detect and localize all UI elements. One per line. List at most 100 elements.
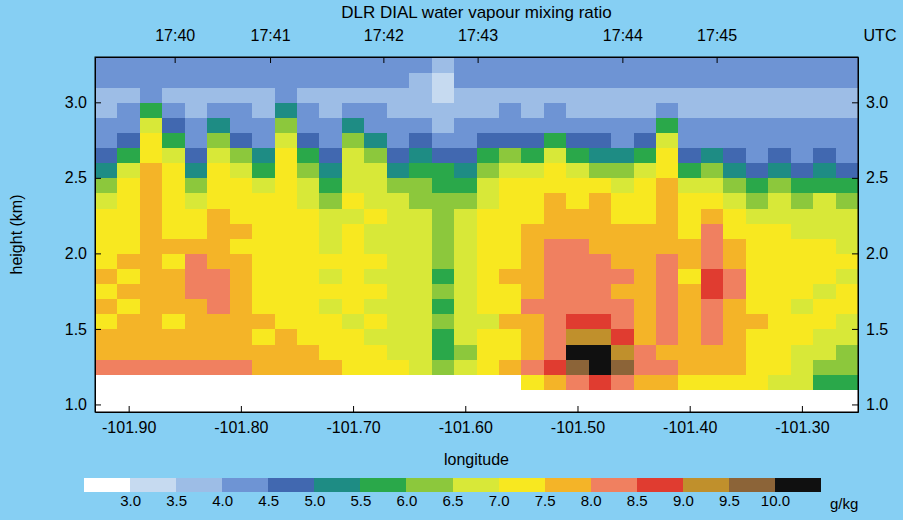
heatmap-cell (589, 223, 612, 239)
heatmap-cell (499, 102, 522, 118)
heatmap-cell (117, 299, 140, 315)
tick: 3.5 (166, 492, 187, 509)
heatmap-cell (297, 329, 320, 345)
heatmap-cell (477, 284, 500, 300)
heatmap-cell (207, 193, 230, 209)
heatmap-cell (432, 238, 455, 254)
colorbar-box (222, 478, 268, 492)
heatmap-cell (566, 148, 589, 164)
heatmap-cell (432, 178, 455, 194)
heatmap-cell (678, 268, 701, 284)
tick: 4.5 (258, 492, 279, 509)
heatmap-cell (252, 299, 275, 315)
heatmap-cell (140, 314, 163, 330)
heatmap-cell (611, 344, 634, 360)
heatmap-cell (499, 87, 522, 103)
heatmap-cell (207, 344, 230, 360)
heatmap-cell (678, 238, 701, 254)
heatmap-cell (836, 223, 858, 239)
tick-mark (270, 57, 271, 63)
heatmap-cell (589, 72, 612, 88)
heatmap-cell (95, 208, 118, 224)
heatmap-cell (499, 163, 522, 179)
heatmap-cell (791, 284, 814, 300)
heatmap-cell (297, 268, 320, 284)
heatmap-cell (454, 268, 477, 284)
tick-label: -101.30 (775, 419, 829, 436)
heatmap-cell (678, 344, 701, 360)
heatmap-cell (723, 344, 746, 360)
heatmap-cell (409, 57, 432, 73)
heatmap-cell (432, 329, 455, 345)
tick-mark (95, 404, 101, 405)
heatmap-cell (544, 163, 567, 179)
heatmap-cell (319, 72, 342, 88)
heatmap-cell (768, 57, 791, 73)
heatmap-cell (611, 284, 634, 300)
heatmap-cell (544, 329, 567, 345)
heatmap-cell (746, 72, 769, 88)
heatmap-cell (768, 193, 791, 209)
heatmap-cell (521, 344, 544, 360)
heatmap-cell (723, 329, 746, 345)
heatmap-cell (791, 253, 814, 269)
heatmap-cell (230, 238, 253, 254)
heatmap-cell (544, 344, 567, 360)
heatmap-cell (409, 223, 432, 239)
heatmap-cell (364, 193, 387, 209)
tick: -101.70 (326, 406, 380, 436)
tick-label: 1.0 (65, 396, 87, 413)
heatmap-cell (297, 223, 320, 239)
heatmap-cell (95, 193, 118, 209)
heatmap-cell (342, 117, 365, 133)
tick-label: -101.40 (663, 419, 717, 436)
heatmap-cell (275, 72, 298, 88)
heatmap-cell (566, 253, 589, 269)
heatmap-cell (634, 72, 657, 88)
y-axis-right: 1.01.52.02.53.0 (852, 58, 888, 414)
heatmap-cell (342, 344, 365, 360)
heatmap-cell (813, 223, 836, 239)
tick-mark (577, 406, 578, 412)
heatmap-cell (723, 299, 746, 315)
heatmap-cell (499, 359, 522, 375)
heatmap-cell (813, 253, 836, 269)
heatmap-cell (162, 253, 185, 269)
heatmap-cell (117, 359, 140, 375)
colorbar-box (637, 478, 683, 492)
heatmap-cell (678, 193, 701, 209)
heatmap-cell (117, 117, 140, 133)
heatmap-cell (252, 359, 275, 375)
heatmap-cell (409, 268, 432, 284)
heatmap-cell (409, 314, 432, 330)
tick: 9.0 (673, 492, 694, 509)
heatmap-cell (544, 223, 567, 239)
tick: 5.5 (350, 492, 371, 509)
heatmap-cell (432, 148, 455, 164)
tick-label: 8.5 (627, 492, 648, 509)
tick-mark (383, 57, 384, 63)
heatmap-cell (566, 117, 589, 133)
heatmap-cell (140, 253, 163, 269)
heatmap-cell (454, 148, 477, 164)
heatmap-cell (746, 133, 769, 149)
tick-label: 17:40 (155, 27, 195, 44)
tick-label: -101.50 (551, 419, 605, 436)
heatmap-cell (162, 57, 185, 73)
heatmap-cell (297, 87, 320, 103)
heatmap-cell (454, 72, 477, 88)
heatmap-cell (387, 344, 410, 360)
heatmap-cell (566, 344, 589, 360)
heatmap-cell (813, 163, 836, 179)
heatmap-cell (836, 268, 858, 284)
heatmap-cell (432, 57, 455, 73)
heatmap-cell (589, 133, 612, 149)
heatmap-cell (297, 102, 320, 118)
heatmap-cell (723, 178, 746, 194)
heatmap-cell (207, 57, 230, 73)
heatmap-cell (477, 223, 500, 239)
chart: -101.90-101.80-101.70-101.60-101.50-101.… (0, 0, 903, 520)
heatmap-cell (589, 178, 612, 194)
heatmap-cell (409, 299, 432, 315)
heatmap-cell (432, 344, 455, 360)
